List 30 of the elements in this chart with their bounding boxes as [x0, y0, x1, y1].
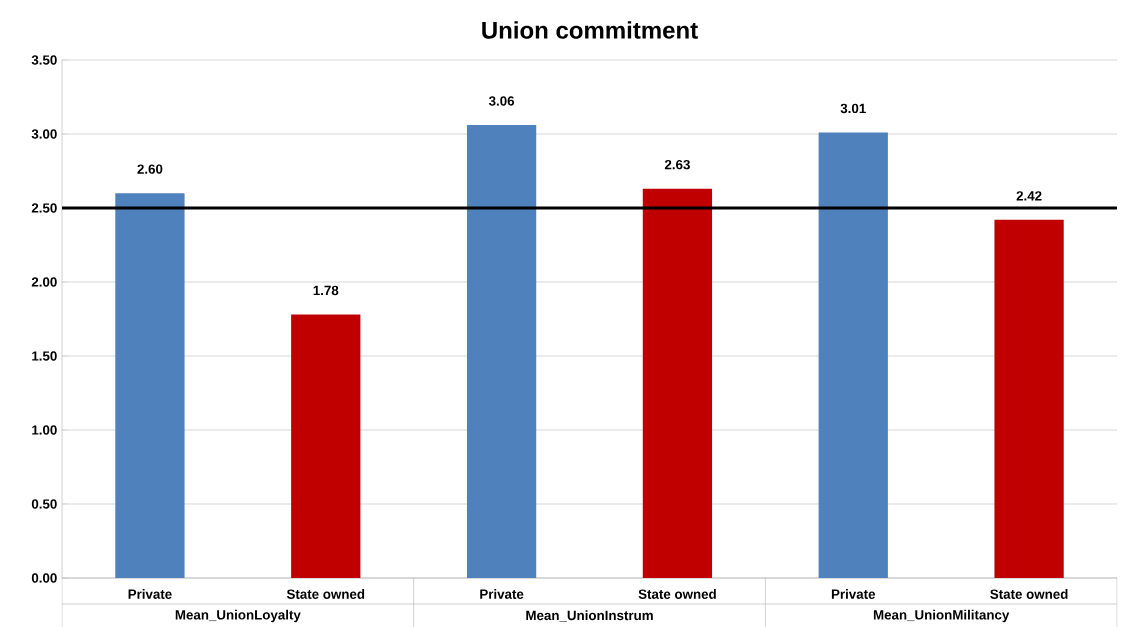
series-label: Private	[128, 589, 172, 599]
x-tick-label: Mean_UnionLoyalty	[175, 609, 301, 623]
data-label: 2.42	[1016, 191, 1042, 201]
series-label: State owned	[286, 589, 365, 599]
text: Private	[480, 589, 524, 599]
data-label: 2.60	[137, 164, 163, 174]
bar	[818, 132, 888, 578]
bar	[115, 193, 185, 578]
text: Private	[831, 589, 876, 599]
y-tick-label: 1.00	[32, 425, 57, 435]
data-label: 3.06	[488, 96, 515, 106]
data-label: 3.01	[840, 103, 866, 114]
bar	[994, 219, 1064, 578]
y-tick-label: 2.00	[31, 277, 57, 287]
y-tick-label: 3.50	[31, 55, 57, 65]
y-tick-label: 2.50	[31, 203, 57, 213]
data-label: 2.63	[664, 159, 690, 170]
bar	[642, 188, 713, 578]
y-tick-label: 0.50	[31, 499, 57, 509]
y-tick-label: 0.00	[31, 573, 57, 583]
text: State owned	[638, 589, 716, 599]
x-tick-label: Mean_UnionInstrum	[526, 610, 653, 622]
y-tick-label: 1.50	[32, 351, 57, 361]
y-tick-label: 3.00	[31, 129, 57, 139]
data-label: 1.78	[313, 285, 339, 296]
bar	[466, 125, 537, 578]
chart-title: Union commitment	[482, 21, 698, 39]
text: State owned	[990, 589, 1068, 599]
x-tick-label: Mean_UnionMilitancy	[873, 609, 1010, 623]
bar	[291, 314, 361, 578]
